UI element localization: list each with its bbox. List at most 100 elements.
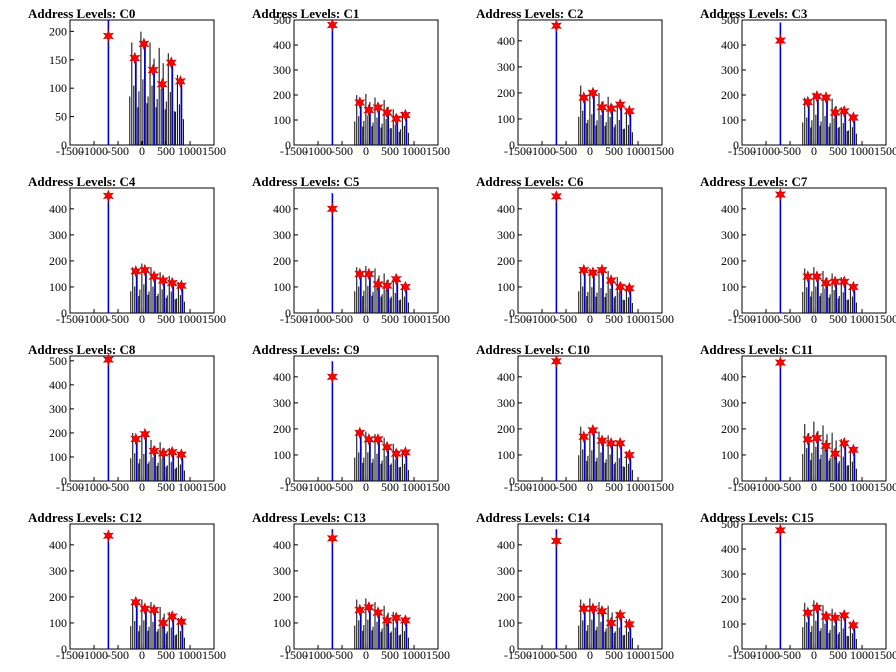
- peak-cluster: [623, 282, 635, 313]
- peak-cluster: [372, 97, 384, 145]
- peak-cluster: [372, 268, 384, 313]
- peak-cluster: [138, 31, 150, 145]
- y-tick-label: 0: [285, 306, 291, 320]
- peak-cluster: [157, 272, 169, 313]
- x-tick-label: -1000: [304, 648, 332, 662]
- peak-star-icon: [847, 443, 859, 457]
- subplot-title: Address Levels: C5: [252, 174, 360, 189]
- peak-cluster: [614, 608, 626, 649]
- y-tick-label: 100: [721, 280, 739, 294]
- x-tick-label: -500: [107, 480, 129, 494]
- peak-star-icon: [157, 274, 169, 287]
- peak-cluster: [399, 108, 411, 145]
- y-tick-label: 400: [49, 202, 67, 216]
- peak-cluster: [326, 529, 338, 649]
- x-tick-label: 1000: [626, 144, 650, 158]
- peak-star-icon: [390, 272, 402, 286]
- peak-cluster: [390, 611, 402, 649]
- subplot: Address Levels: C13-1500-1000 -500 0 500 100…: [252, 510, 450, 662]
- peak-cluster: [139, 599, 151, 649]
- peak-star-icon: [811, 601, 823, 615]
- x-tick-label: -1500: [504, 648, 532, 662]
- x-tick-label: 500: [157, 648, 175, 662]
- y-tick-label: 400: [273, 370, 291, 384]
- peak-star-icon: [102, 529, 114, 542]
- y-tick-label: 0: [61, 138, 67, 152]
- y-tick-label: 200: [273, 590, 291, 604]
- peak-cluster: [587, 423, 599, 481]
- peak-star-icon: [166, 276, 178, 290]
- peak-star-icon: [326, 531, 338, 545]
- y-tick-label: 400: [49, 378, 67, 392]
- peak-star-icon: [166, 610, 178, 623]
- peak-star-icon: [148, 270, 160, 283]
- peak-star-icon: [550, 534, 562, 548]
- peak-star-icon: [614, 436, 626, 450]
- peak-star-icon: [847, 280, 859, 294]
- y-tick-label: 500: [721, 517, 739, 531]
- peak-cluster: [326, 361, 338, 481]
- y-tick-label: 200: [497, 254, 515, 268]
- peak-cluster: [363, 598, 375, 649]
- peak-cluster: [175, 448, 187, 481]
- peak-star-icon: [139, 263, 151, 277]
- peak-star-icon: [838, 105, 850, 118]
- x-tick-label: -500: [331, 144, 353, 158]
- peak-star-icon: [820, 276, 832, 290]
- x-tick-label: 1500: [426, 648, 450, 662]
- subplot-title: Address Levels: C13: [252, 510, 366, 525]
- peak-star-icon: [148, 603, 160, 617]
- x-tick-label: -1000: [80, 312, 108, 326]
- y-tick-label: 300: [273, 396, 291, 410]
- y-tick-label: 100: [497, 616, 515, 630]
- peak-cluster: [166, 445, 178, 481]
- x-tick-label: 1500: [650, 648, 674, 662]
- peak-cluster: [838, 436, 850, 481]
- y-tick-label: 300: [49, 564, 67, 578]
- peak-cluster: [578, 85, 590, 145]
- y-tick-label: 500: [273, 13, 291, 27]
- x-tick-label: 1500: [650, 312, 674, 326]
- x-tick-label: 0: [363, 648, 369, 662]
- x-tick-label: 1000: [850, 480, 874, 494]
- y-tick-label: 0: [285, 138, 291, 152]
- subplot-title: Address Levels: C10: [476, 342, 590, 357]
- y-tick-label: 100: [497, 112, 515, 126]
- peak-cluster: [381, 273, 393, 313]
- x-tick-label: 1000: [178, 312, 202, 326]
- x-tick-label: -1500: [280, 144, 308, 158]
- peak-star-icon: [623, 104, 635, 118]
- x-tick-label: -1000: [304, 144, 332, 158]
- x-tick-label: -500: [779, 648, 801, 662]
- x-tick-label: -500: [779, 480, 801, 494]
- peak-star-icon: [623, 282, 635, 295]
- peak-star-icon: [614, 98, 626, 111]
- y-tick-label: 100: [497, 448, 515, 462]
- peak-star-icon: [399, 614, 411, 627]
- peak-star-icon: [578, 263, 590, 277]
- y-tick-label: 100: [721, 448, 739, 462]
- x-tick-label: 1000: [178, 480, 202, 494]
- x-tick-label: 0: [139, 312, 145, 326]
- x-tick-label: 0: [811, 312, 817, 326]
- peak-star-icon: [847, 111, 859, 124]
- peak-star-icon: [130, 595, 142, 609]
- x-tick-label: 1500: [874, 312, 896, 326]
- y-tick-label: 400: [721, 542, 739, 556]
- peak-cluster: [148, 439, 160, 481]
- y-tick-label: 100: [273, 448, 291, 462]
- x-tick-label: 1500: [650, 144, 674, 158]
- peak-cluster: [605, 96, 617, 145]
- peak-cluster: [166, 610, 178, 649]
- x-tick-label: 500: [605, 648, 623, 662]
- peak-star-icon: [550, 19, 562, 32]
- peak-cluster: [838, 609, 850, 649]
- x-tick-label: -500: [555, 648, 577, 662]
- peak-star-icon: [774, 188, 786, 201]
- y-tick-label: 300: [497, 564, 515, 578]
- peak-cluster: [587, 86, 599, 145]
- x-tick-label: 1000: [402, 312, 426, 326]
- x-tick-label: -500: [555, 312, 577, 326]
- peak-cluster: [838, 105, 850, 145]
- peak-star-icon: [354, 603, 366, 617]
